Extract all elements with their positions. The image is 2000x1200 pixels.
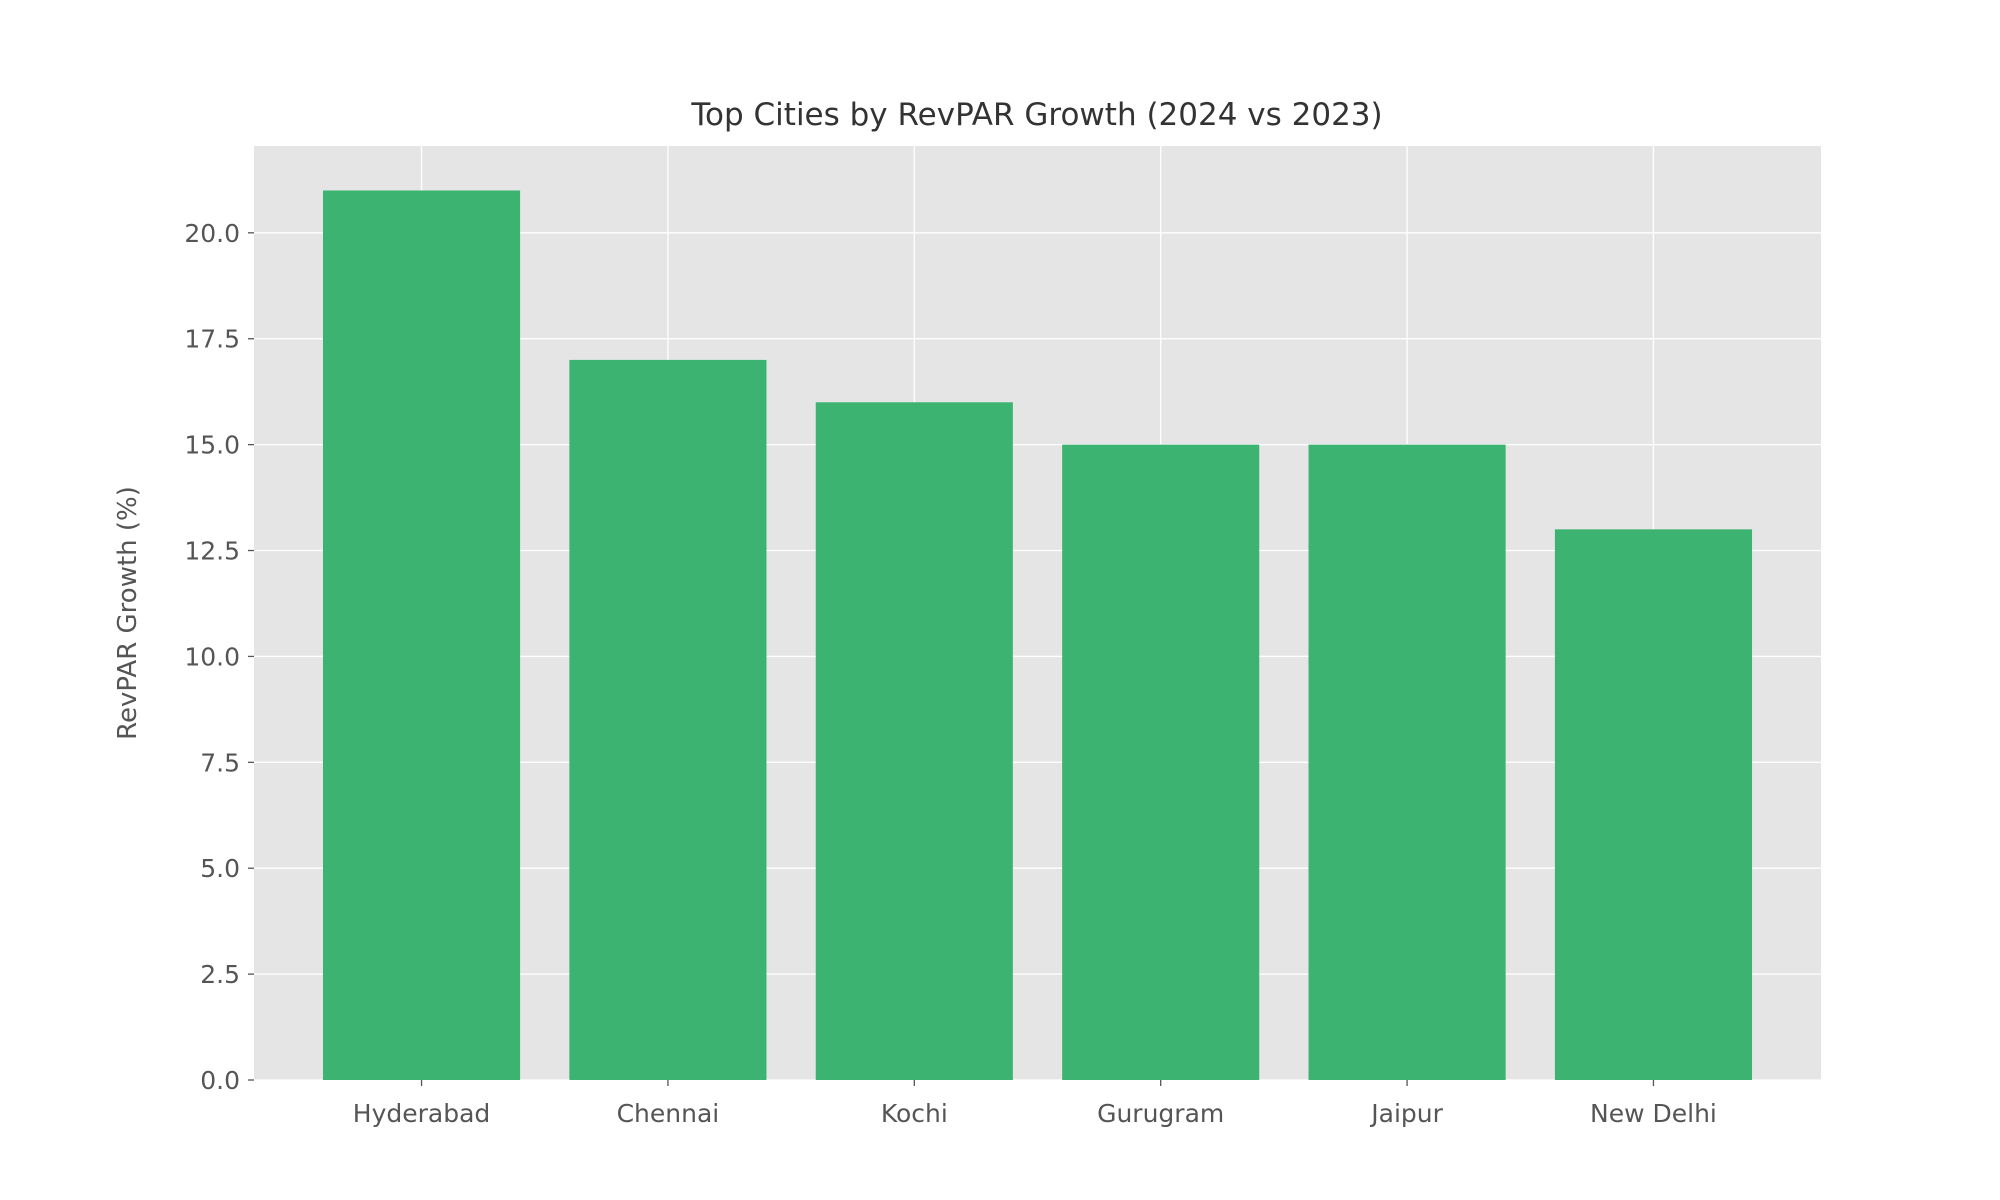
y-tick-label: 12.5: [184, 537, 240, 566]
y-axis-ticks: 0.0 2.5 5.0 7.5 10.0 12.5 15.0 17.5 20.0: [184, 219, 254, 1095]
bar-new-delhi: [1554, 529, 1753, 1080]
x-tick-label: New Delhi: [1590, 1099, 1717, 1128]
bar-kochi: [815, 402, 1013, 1080]
y-tick-label: 10.0: [184, 642, 240, 671]
x-tick-label: Gurugram: [1097, 1099, 1224, 1128]
bar-gurugram: [1062, 444, 1260, 1080]
x-axis-ticks: Hyderabad Chennai Kochi Gurugram Jaipur New D…: [353, 1080, 1717, 1128]
bar-chennai: [569, 359, 767, 1080]
x-tick-label: Jaipur: [1369, 1099, 1443, 1128]
y-axis-label: RevPAR Growth (%): [113, 486, 143, 740]
y-tick-label: 2.5: [200, 960, 240, 989]
y-tick-label: 0.0: [200, 1066, 240, 1095]
bar-hyderabad: [322, 190, 521, 1080]
bars: [322, 190, 1753, 1080]
chart-title: Top Cities by RevPAR Growth (2024 vs 202…: [690, 97, 1382, 133]
y-tick-label: 7.5: [200, 748, 240, 777]
x-tick-label: Kochi: [881, 1099, 948, 1128]
y-tick-label: 17.5: [184, 325, 240, 354]
y-tick-label: 15.0: [184, 431, 240, 460]
x-tick-label: Hyderabad: [353, 1099, 491, 1128]
y-tick-label: 5.0: [200, 854, 240, 883]
y-tick-label: 20.0: [184, 219, 240, 248]
bar-jaipur: [1308, 444, 1506, 1080]
x-tick-label: Chennai: [617, 1099, 720, 1128]
